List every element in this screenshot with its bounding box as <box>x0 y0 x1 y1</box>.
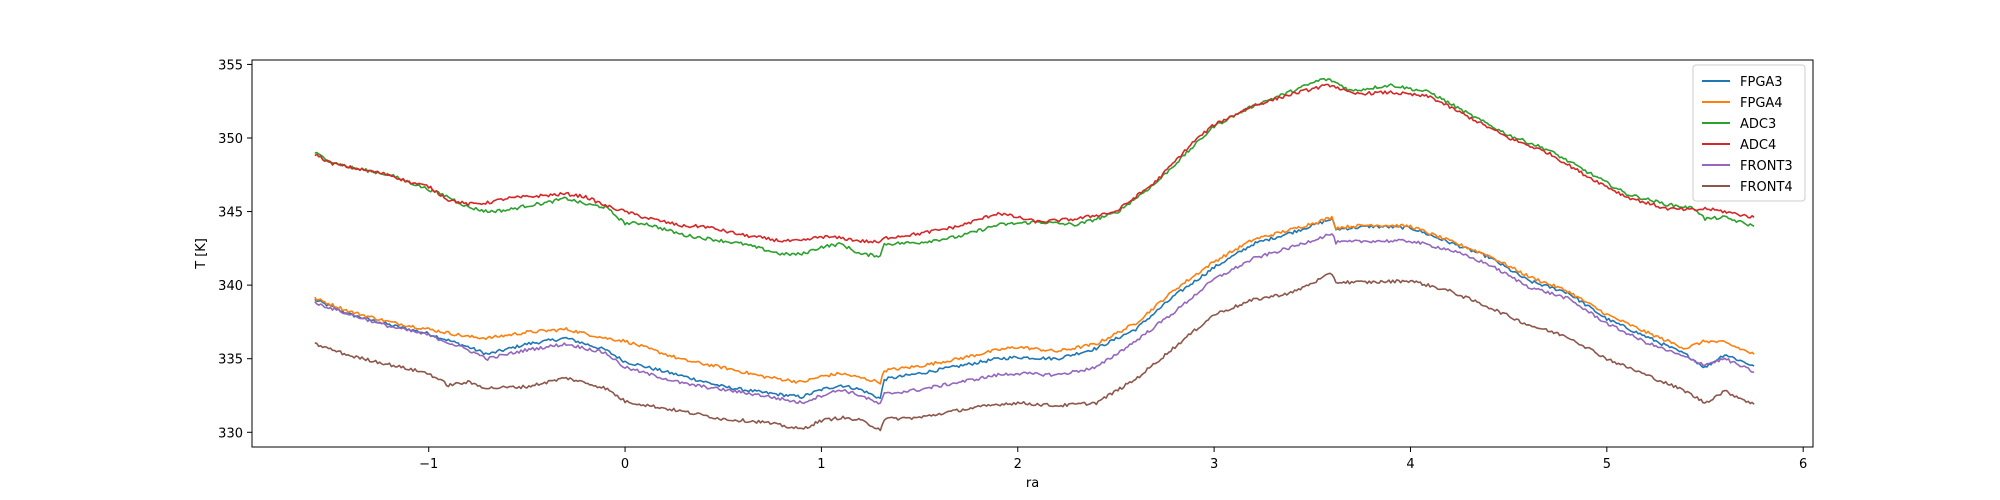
y-tick-label: 345 <box>218 206 243 221</box>
legend-label-front3: FRONT3 <box>1740 159 1793 174</box>
legend: FPGA3 FPGA4 ADC3 ADC4 FRONT3 FRONT4 <box>1692 64 1806 202</box>
x-tick-label: 2 <box>1014 457 1022 472</box>
y-tick-label: 335 <box>218 353 243 368</box>
series-line-fpga4 <box>314 215 1755 385</box>
x-tick-label: −1 <box>419 457 438 472</box>
y-tick-label: 330 <box>218 426 243 441</box>
legend-label-fpga3: FPGA3 <box>1740 75 1783 90</box>
y-axis-label: T [K] <box>194 238 209 270</box>
legend-label-adc3: ADC3 <box>1740 117 1776 132</box>
y-tick-label: 340 <box>218 279 243 294</box>
x-tick-label: 0 <box>621 457 629 472</box>
x-axis: −1 0 1 2 3 4 5 6 <box>419 447 1807 472</box>
legend-label-adc4: ADC4 <box>1740 138 1776 153</box>
plot-area-frame <box>251 59 1814 448</box>
series-line-adc4 <box>314 83 1755 244</box>
x-tick-label: 3 <box>1210 457 1218 472</box>
series-line-fpga3 <box>314 217 1755 400</box>
series-line-front4 <box>314 272 1755 432</box>
x-tick-label: 1 <box>817 457 825 472</box>
legend-label-fpga4: FPGA4 <box>1740 96 1783 111</box>
legend-box <box>1692 64 1806 202</box>
legend-label-front4: FRONT4 <box>1740 180 1793 195</box>
y-axis: 330 335 340 345 350 355 <box>218 58 252 441</box>
x-tick-label: 4 <box>1406 457 1414 472</box>
series-layer <box>314 77 1755 432</box>
y-tick-label: 350 <box>218 132 243 147</box>
x-tick-label: 5 <box>1603 457 1611 472</box>
y-tick-label: 355 <box>218 58 243 73</box>
x-tick-label: 6 <box>1799 457 1807 472</box>
series-line-front3 <box>314 233 1755 405</box>
x-axis-label: ra <box>1026 476 1039 491</box>
